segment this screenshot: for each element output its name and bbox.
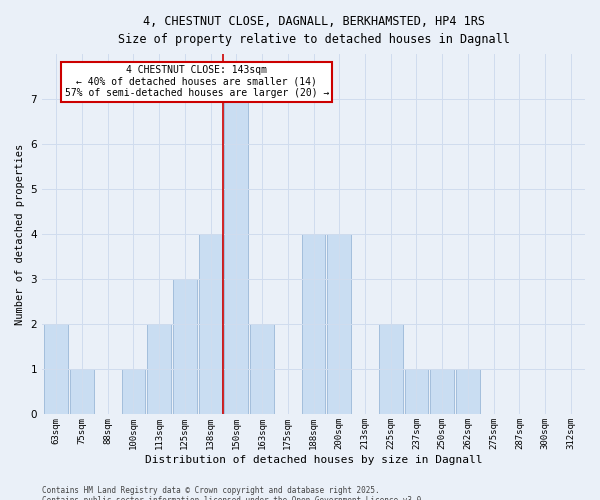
Bar (302, 234, 325, 414)
Bar (379, 324, 403, 414)
Bar (199, 234, 223, 414)
Bar (122, 370, 145, 414)
Bar (250, 324, 274, 414)
Bar (173, 280, 197, 414)
Text: Contains public sector information licensed under the Open Government Licence v3: Contains public sector information licen… (42, 496, 426, 500)
Y-axis label: Number of detached properties: Number of detached properties (15, 144, 25, 325)
Text: 4 CHESTNUT CLOSE: 143sqm
← 40% of detached houses are smaller (14)
57% of semi-d: 4 CHESTNUT CLOSE: 143sqm ← 40% of detach… (65, 65, 329, 98)
X-axis label: Distribution of detached houses by size in Dagnall: Distribution of detached houses by size … (145, 455, 482, 465)
Bar (328, 234, 351, 414)
Title: 4, CHESTNUT CLOSE, DAGNALL, BERKHAMSTED, HP4 1RS
Size of property relative to de: 4, CHESTNUT CLOSE, DAGNALL, BERKHAMSTED,… (118, 15, 509, 46)
Bar (456, 370, 480, 414)
Bar (224, 99, 248, 414)
Bar (404, 370, 428, 414)
Bar (44, 324, 68, 414)
Bar (70, 370, 94, 414)
Bar (147, 324, 171, 414)
Bar (430, 370, 454, 414)
Text: Contains HM Land Registry data © Crown copyright and database right 2025.: Contains HM Land Registry data © Crown c… (42, 486, 380, 495)
